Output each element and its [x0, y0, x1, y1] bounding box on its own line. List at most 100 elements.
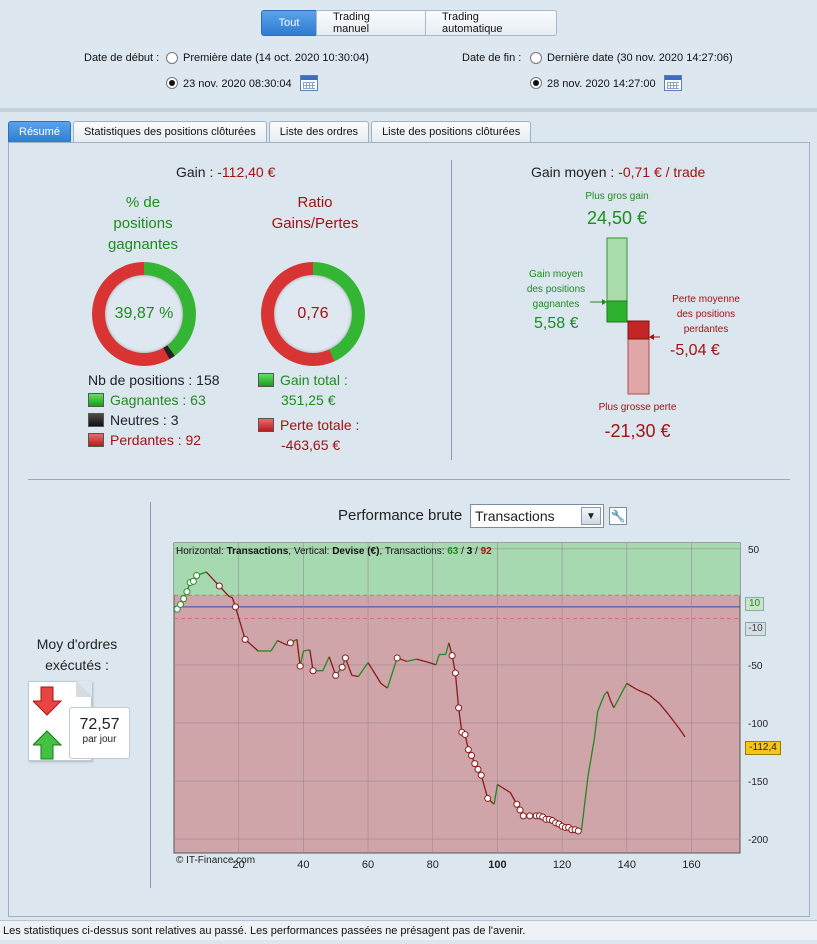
chevron-down-icon[interactable]: ▼ — [581, 507, 601, 525]
series-segment — [497, 783, 511, 794]
x-tick-label: 20 — [233, 859, 245, 871]
series-segment — [322, 656, 330, 671]
x-tick-label: 80 — [427, 859, 439, 871]
series-segment — [445, 642, 450, 655]
end-calendar-icon[interactable] — [664, 75, 682, 91]
start-custom-radio[interactable] — [166, 77, 178, 89]
avg-loss-bar — [627, 320, 650, 340]
data-point — [516, 806, 524, 814]
data-point — [332, 671, 340, 679]
ratio-title-line2: Gains/Pertes — [271, 215, 359, 232]
x-tick-label: 60 — [362, 859, 374, 871]
orders-unit: par jour — [82, 734, 117, 745]
data-point — [338, 663, 346, 671]
series-segment — [234, 606, 246, 640]
gain-total-label: Gain total : — [280, 372, 348, 388]
avg-gain-bar-chart — [590, 237, 660, 395]
data-point — [455, 704, 463, 712]
series-segment — [406, 658, 417, 663]
series-segment — [380, 682, 388, 689]
start-date-label: Date de début : — [84, 52, 160, 64]
data-point — [519, 812, 527, 820]
series-segment — [303, 649, 310, 652]
black-swatch-icon — [88, 413, 104, 427]
wrench-icon[interactable]: 🔧 — [609, 507, 627, 525]
series-segment — [351, 674, 359, 678]
positive-band — [174, 543, 740, 596]
avg-loss-label-line3: perdantes — [683, 324, 729, 335]
info-winning: 63 — [447, 546, 459, 557]
data-point — [574, 827, 582, 835]
avg-gain-header: Gain moyen : -0,71 € / trade — [531, 164, 705, 180]
series-segment — [367, 662, 382, 684]
series-segment — [493, 784, 499, 805]
series-segment — [597, 694, 605, 712]
orders-title-line1: Moy d'ordres — [36, 636, 118, 652]
series-segment — [228, 595, 233, 599]
perte-totale-label: Perte totale : — [280, 417, 360, 433]
up-down-arrows-icon — [33, 686, 63, 760]
avg-win-label-line3: gagnantes — [532, 299, 580, 310]
gain-header: Gain : -112,40 € — [176, 164, 275, 180]
start-calendar-icon[interactable] — [300, 75, 318, 91]
series-segment — [610, 700, 615, 709]
avg-win-arrow-head — [602, 299, 607, 305]
data-point — [189, 577, 197, 585]
x-tick-label: 140 — [618, 859, 636, 871]
last-value-label: -112,4 — [745, 741, 781, 755]
mode-selector: Tout Trading manuel Trading automatique — [261, 10, 557, 36]
series-segment — [480, 775, 489, 799]
data-point — [183, 588, 191, 596]
x-tick-label: 160 — [682, 859, 700, 871]
mode-manual-button[interactable]: Trading manuel — [316, 10, 426, 36]
tab-closed-list[interactable]: Liste des positions clôturées — [371, 121, 532, 142]
data-point — [180, 595, 188, 603]
avg-loss-value: -5,04 € — [670, 342, 720, 359]
pct-title-line1: % de — [125, 194, 161, 211]
info-losing: 92 — [480, 546, 492, 557]
tab-resume[interactable]: Résumé — [8, 121, 71, 142]
series-segment — [613, 688, 625, 709]
series-segment — [636, 688, 650, 696]
x-tick-label: 120 — [553, 859, 571, 871]
chart-info: Horizontal: Transactions, Vertical: Devi… — [176, 546, 492, 557]
disclaimer-text: Les statistiques ci-dessus sont relative… — [3, 924, 526, 937]
series-segment — [454, 672, 460, 708]
legend-winning: Gagnantes : 63 — [88, 392, 206, 408]
gain-label: Gain : — [176, 164, 214, 180]
data-point — [448, 652, 456, 660]
legend-losing: Perdantes : 92 — [88, 432, 201, 448]
y-tick-label: -50 — [748, 661, 763, 672]
performance-chart: 20 40 60 80 100 120 140 160 50 -50 -100 -150 -200 — [173, 542, 768, 871]
perf-type-select[interactable]: Transactions ▼ — [470, 504, 604, 528]
x-tick-label: 40 — [297, 859, 309, 871]
tab-orders[interactable]: Liste des ordres — [268, 121, 370, 142]
start-first-label: Première date (14 oct. 2020 10:30:04) — [183, 52, 369, 64]
tab-stats-closed[interactable]: Statistiques des positions clôturées — [72, 121, 267, 142]
series-segment — [277, 639, 288, 646]
end-last-radio[interactable] — [530, 52, 542, 64]
vertical-divider-lower — [150, 502, 151, 888]
mode-auto-button[interactable]: Trading automatique — [425, 10, 557, 36]
data-point — [231, 603, 239, 611]
y-tick-label: 50 — [748, 545, 760, 556]
avg-loss-label-line2: des positions — [676, 309, 736, 320]
end-last-label: Dernière date (30 nov. 2020 14:27:06) — [547, 52, 733, 64]
series-segment — [649, 694, 660, 704]
avg-win-label-line1: Gain moyen — [529, 269, 583, 280]
nb-positions: Nb de positions : 158 — [88, 372, 220, 388]
end-custom-radio[interactable] — [530, 77, 542, 89]
mode-tout-button[interactable]: Tout — [261, 10, 317, 36]
avg-loss-label: Perte moyenne des positions perdantes — [660, 292, 752, 337]
start-first-radio[interactable] — [166, 52, 178, 64]
data-point — [176, 601, 184, 609]
data-point — [341, 654, 349, 662]
data-point — [474, 765, 482, 773]
data-point — [484, 794, 492, 802]
pct-title: % de positions gagnantes — [88, 192, 198, 255]
avg-gain-bar — [606, 300, 628, 323]
pct-winning-donut: 39,87 % — [92, 262, 196, 366]
series-segment — [429, 661, 437, 666]
series-segment — [668, 714, 680, 728]
x-tick-label: 100 — [488, 859, 506, 871]
